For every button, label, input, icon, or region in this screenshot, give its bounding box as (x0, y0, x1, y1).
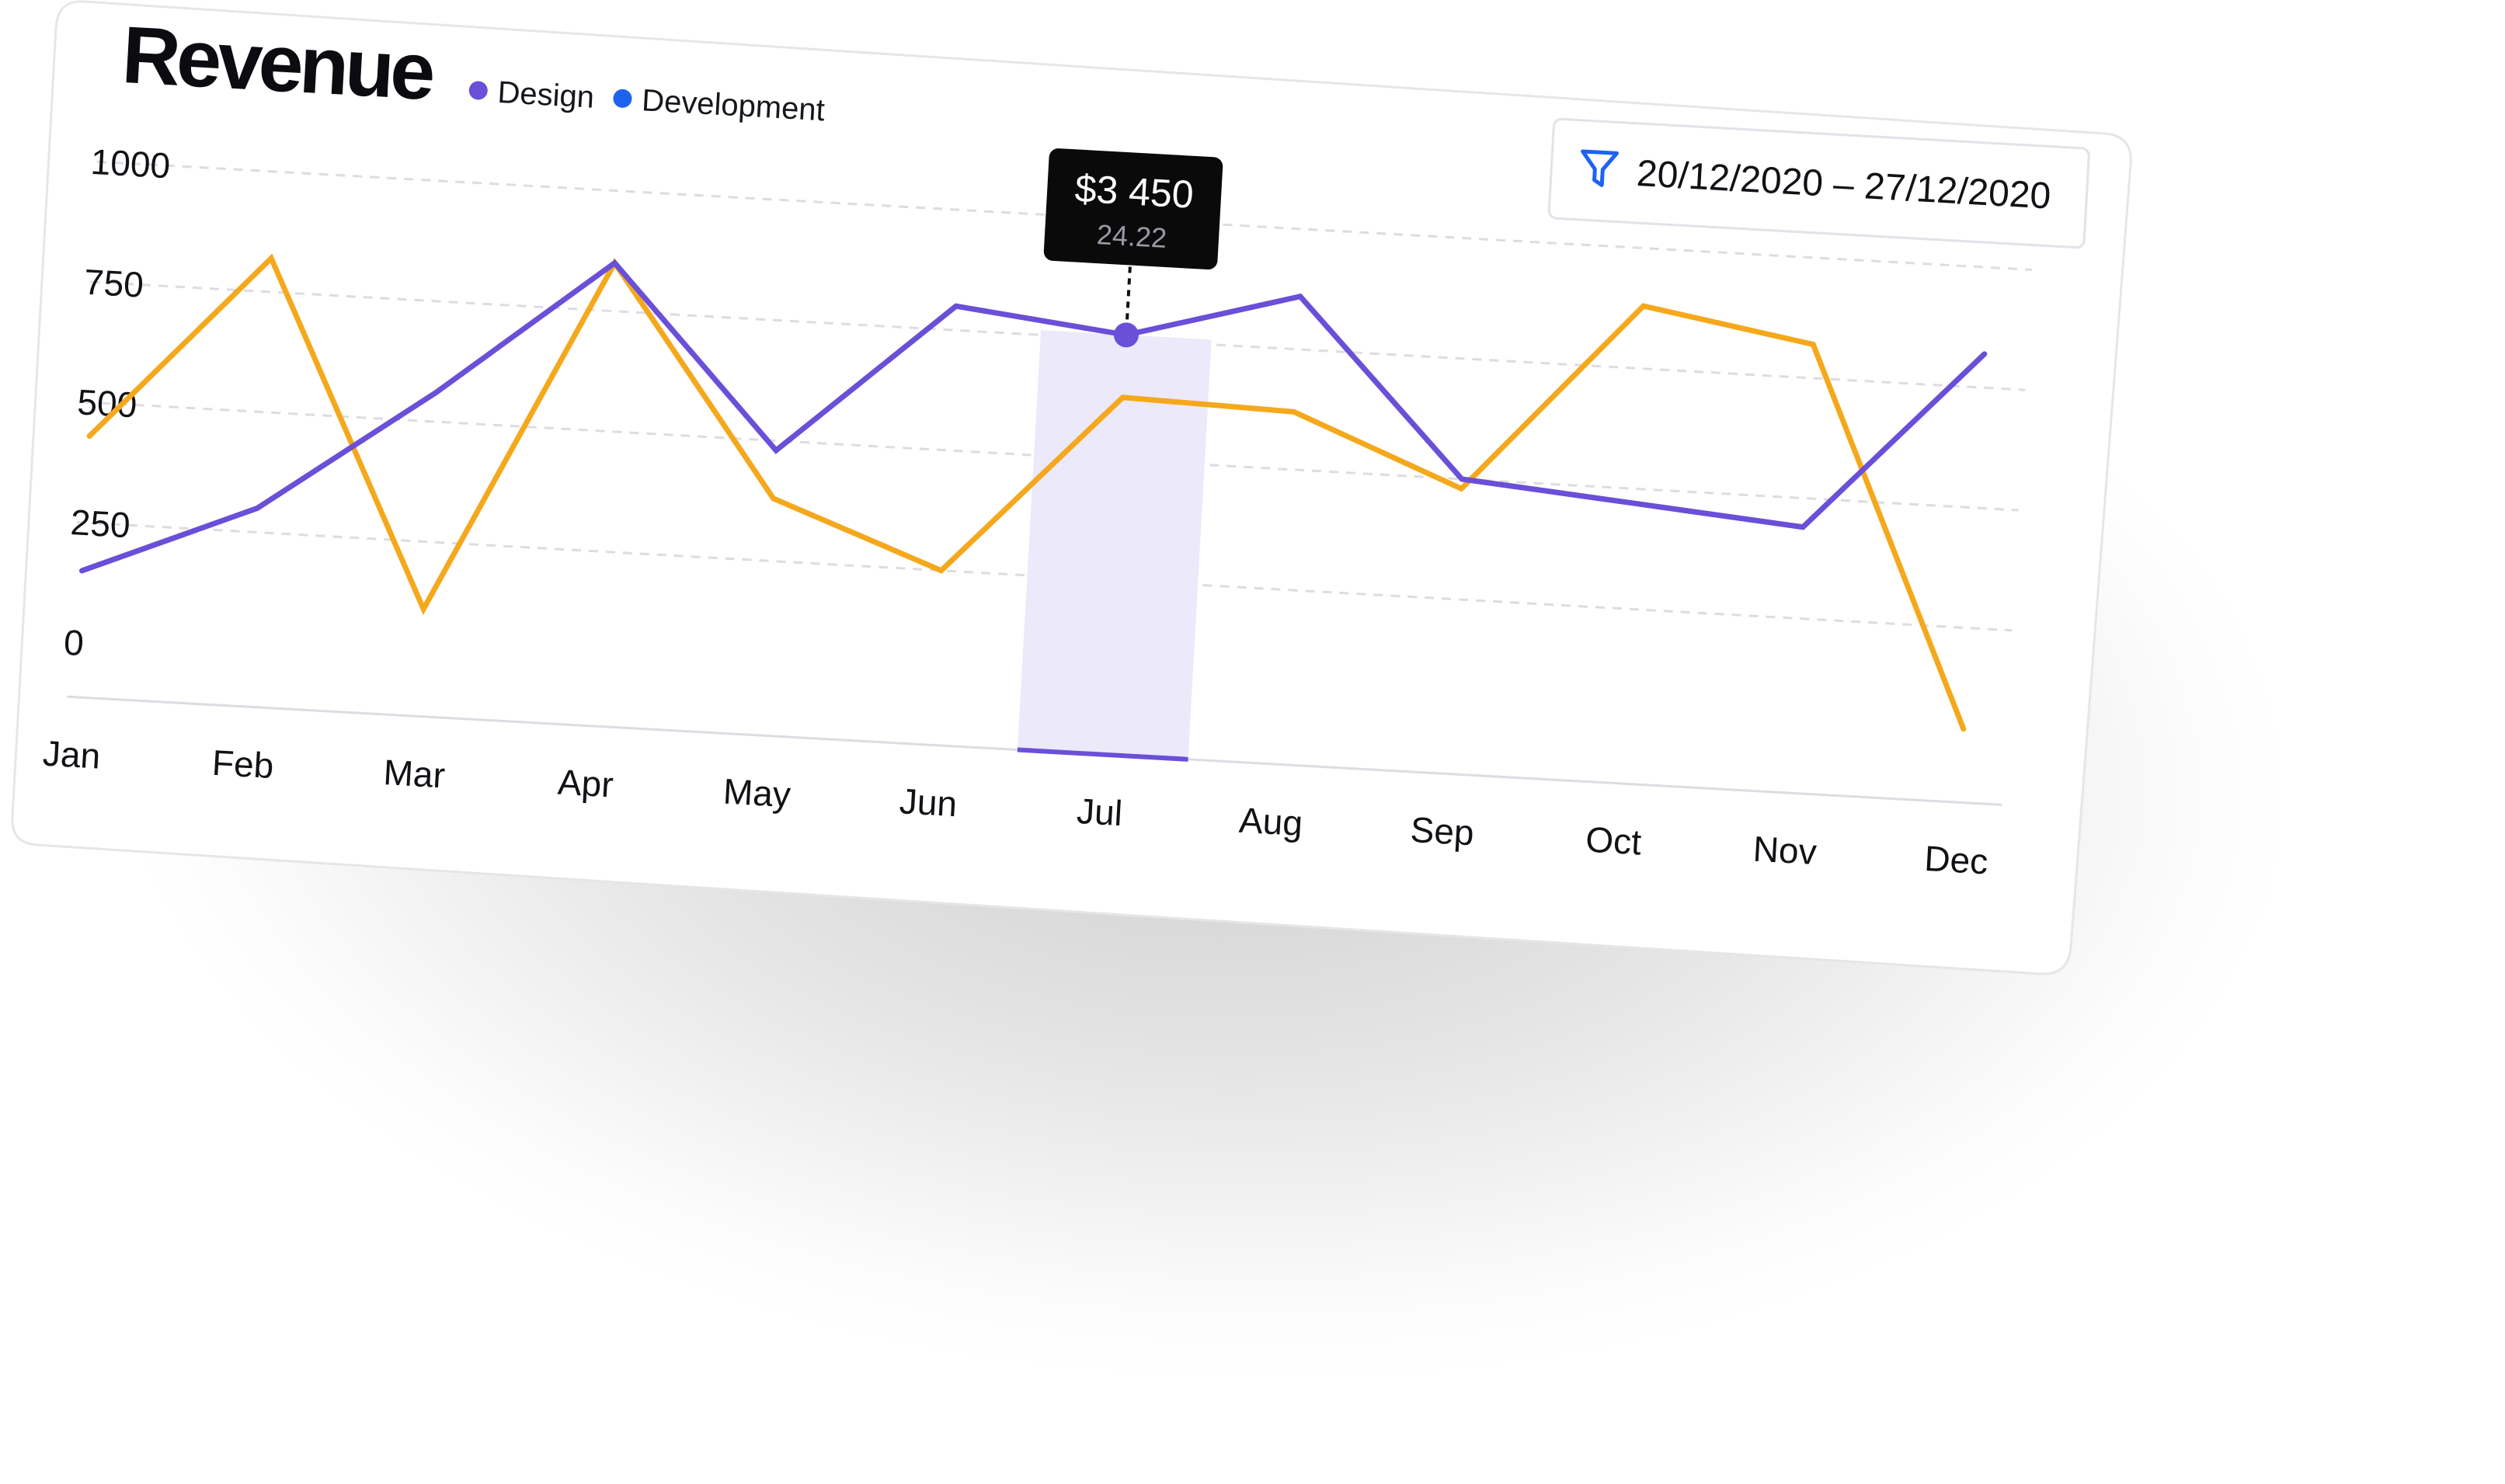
highlight-band (1017, 330, 1212, 762)
grid-line (90, 280, 2026, 391)
x-tick-label: Sep (1409, 809, 1475, 853)
date-filter-box (1547, 117, 2090, 249)
x-tick-label: Jun (899, 780, 959, 824)
highlight-point[interactable] (1113, 321, 1139, 348)
chart-title: Revenue (120, 10, 436, 117)
legend-dot-design (468, 81, 488, 100)
highlight-column (1017, 330, 1212, 759)
grid-line (83, 401, 2019, 512)
legend-item-design[interactable]: Design (468, 74, 596, 115)
x-tick-label: Dec (1923, 838, 1989, 881)
series-lines (78, 253, 1988, 732)
x-tick-label: Jul (1076, 791, 1124, 833)
x-tick-label: Apr (557, 762, 614, 805)
x-tick-label: May (722, 771, 792, 815)
y-tick-label: 750 (83, 262, 145, 305)
y-tick-label: 1000 (89, 141, 171, 186)
tooltip-connector (1126, 265, 1132, 320)
x-tick-label: Mar (382, 752, 446, 795)
tooltip-value: $3 450 (1073, 166, 1195, 216)
chart-area: Revenue Design Development 20/12/2020 – … (42, 10, 2090, 882)
x-tick-label: Feb (211, 742, 275, 786)
tooltip-subvalue: 24.22 (1096, 218, 1167, 254)
series-line-development (86, 253, 1967, 732)
legend-dot-development (613, 89, 632, 108)
highlight-baseline (1017, 747, 1188, 762)
legend-label-design: Design (496, 75, 595, 115)
x-tick-label: Aug (1238, 800, 1304, 843)
date-filter-button[interactable]: 20/12/2020 – 27/12/2020 (1547, 117, 2090, 249)
y-tick-label: 0 (63, 622, 85, 663)
x-axis-ticks: Jan Feb Mar Apr May Jun Jul Aug Sep Oct Nov Dec (42, 733, 1989, 882)
grid-line (96, 160, 2033, 271)
x-tick-label: Oct (1585, 819, 1643, 863)
grid-line (76, 520, 2013, 632)
y-tick-label: 250 (69, 502, 131, 545)
tooltip-box (1043, 148, 1223, 270)
series-line-design (78, 259, 1988, 574)
x-tick-label: Jan (42, 733, 102, 777)
filter-icon (1581, 149, 1620, 187)
x-tick-label: Nov (1752, 829, 1818, 872)
